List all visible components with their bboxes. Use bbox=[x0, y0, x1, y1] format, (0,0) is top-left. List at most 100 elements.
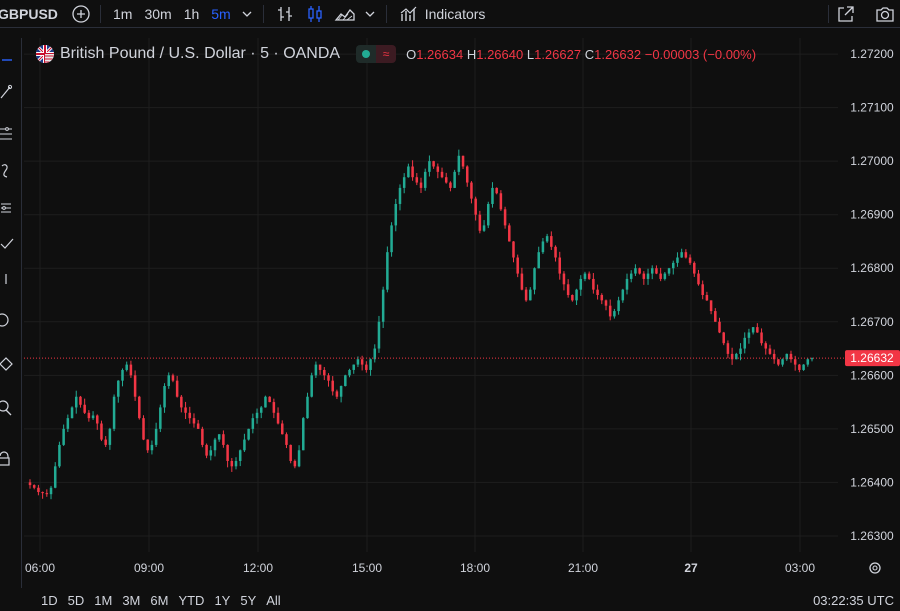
interval-dropdown[interactable] bbox=[237, 0, 257, 28]
price-chart[interactable]: 1.27200 1.27100 1.27000 1.26900 1.26800 1.267… bbox=[0, 0, 900, 590]
time-axis[interactable]: 06:00 09:00 12:00 15:00 18:00 21:00 27 03:00 bbox=[25, 561, 815, 575]
bottom-toolbar: 1D 5D 1M 3M 6M YTD 1Y 5Y All 03:22:35 UT… bbox=[0, 590, 900, 611]
ruler-tool-icon[interactable] bbox=[0, 312, 14, 328]
interval-1h[interactable]: 1h bbox=[183, 5, 200, 22]
chart-type-dropdown[interactable] bbox=[360, 0, 380, 28]
chevron-down-icon bbox=[242, 11, 252, 17]
interval-1m[interactable]: 1m bbox=[113, 5, 133, 22]
time-tick-label: 09:00 bbox=[134, 561, 164, 575]
candle-body bbox=[348, 369, 351, 376]
candle-body bbox=[793, 359, 797, 365]
candle-body bbox=[764, 343, 768, 349]
range-1m[interactable]: 1M bbox=[94, 593, 113, 608]
candle-body bbox=[613, 311, 616, 317]
zoom-tool-icon[interactable] bbox=[0, 400, 14, 416]
candle-body bbox=[70, 407, 74, 419]
candle-body bbox=[205, 444, 208, 456]
candle-body bbox=[32, 485, 36, 488]
range-6m[interactable]: 6M bbox=[150, 593, 169, 608]
candle-body bbox=[121, 369, 124, 381]
range-3m[interactable]: 3M bbox=[122, 593, 141, 608]
lock-tool-icon[interactable] bbox=[0, 450, 14, 466]
candle-body bbox=[331, 380, 334, 392]
indicators-button[interactable]: Indicators bbox=[393, 4, 492, 24]
ohlc-values: O1.26634 H1.26640 L1.26627 C1.26632 −0.0… bbox=[406, 46, 757, 62]
candle-body bbox=[520, 273, 524, 290]
candle-body bbox=[37, 487, 40, 493]
candle-body bbox=[650, 268, 654, 274]
candle-body bbox=[524, 289, 528, 301]
time-tick-label: 18:00 bbox=[460, 561, 490, 575]
candle-body bbox=[318, 364, 322, 370]
indicators-icon bbox=[400, 6, 417, 21]
candles-style-button[interactable] bbox=[300, 0, 330, 28]
candle-body bbox=[41, 492, 44, 494]
candle-body bbox=[83, 404, 86, 413]
candle-body bbox=[512, 241, 515, 258]
text-tool-icon[interactable] bbox=[0, 270, 14, 286]
candle-body bbox=[108, 428, 112, 445]
range-5d[interactable]: 5D bbox=[67, 593, 85, 608]
change-value: −0.00003 (−0.00%) bbox=[644, 46, 757, 62]
price-axis[interactable]: 1.27200 1.27100 1.27000 1.26900 1.26800 1.267… bbox=[850, 47, 894, 543]
candle-body bbox=[184, 407, 187, 413]
candle-body bbox=[117, 380, 120, 397]
candle-body bbox=[142, 418, 145, 440]
candle-body bbox=[381, 289, 385, 322]
time-tick-label: 03:00 bbox=[785, 561, 815, 575]
candle-body bbox=[676, 257, 679, 263]
cursor-tool-icon[interactable] bbox=[0, 52, 14, 68]
fib-tool-icon[interactable] bbox=[0, 126, 14, 142]
toolbar-divider bbox=[828, 4, 829, 23]
candle-body bbox=[154, 428, 158, 445]
candle-body bbox=[659, 273, 662, 279]
candle-body bbox=[159, 407, 162, 429]
toolbar-divider bbox=[262, 4, 264, 23]
area-style-button[interactable] bbox=[330, 0, 360, 28]
candle-body bbox=[276, 412, 280, 424]
symbol-description[interactable]: British Pound / U.S. Dollar · 5 · OANDA bbox=[60, 45, 341, 62]
snapshot-button[interactable] bbox=[872, 0, 898, 28]
range-5y[interactable]: 5Y bbox=[240, 593, 257, 608]
candle-body bbox=[415, 177, 419, 183]
interval-30m[interactable]: 30m bbox=[144, 5, 172, 22]
candles-icon bbox=[308, 5, 322, 22]
prediction-tool-icon[interactable] bbox=[0, 236, 14, 252]
patterns-tool-icon[interactable] bbox=[0, 200, 14, 216]
candle-body bbox=[96, 415, 99, 424]
bars-style-button[interactable] bbox=[270, 0, 300, 28]
magnet-tool-icon[interactable] bbox=[0, 356, 14, 372]
candle-body bbox=[133, 375, 137, 397]
candle-body bbox=[264, 396, 267, 408]
candle-body bbox=[243, 439, 246, 451]
current-price-label: 1.26632 bbox=[845, 350, 900, 367]
candle-body bbox=[491, 187, 494, 204]
market-status-badge[interactable]: ≈ bbox=[356, 45, 397, 63]
candle-body bbox=[444, 177, 448, 183]
candle-body bbox=[440, 171, 444, 178]
fullscreen-button[interactable] bbox=[834, 0, 858, 28]
candle-body bbox=[482, 225, 486, 231]
range-1d[interactable]: 1D bbox=[41, 593, 58, 608]
interval-5m[interactable]: 5m bbox=[211, 5, 231, 22]
candle-body bbox=[470, 182, 473, 199]
price-tick-label: 1.26700 bbox=[850, 315, 894, 329]
range-1y[interactable]: 1Y bbox=[214, 593, 231, 608]
candle-body bbox=[62, 428, 65, 445]
utc-clock[interactable]: 03:22:35 UTC bbox=[813, 593, 894, 608]
camera-icon bbox=[876, 6, 894, 22]
candle-body bbox=[255, 412, 259, 419]
chart-settings-button[interactable] bbox=[869, 562, 881, 574]
trend-line-tool-icon[interactable] bbox=[0, 84, 14, 100]
candle-body bbox=[306, 396, 309, 419]
range-ytd[interactable]: YTD bbox=[178, 593, 205, 608]
candle-body bbox=[646, 273, 650, 279]
candle-body bbox=[629, 273, 633, 279]
candle-body bbox=[314, 364, 318, 376]
symbol-search[interactable]: GBPUSD bbox=[0, 5, 58, 22]
compare-symbol-button[interactable] bbox=[68, 0, 94, 28]
range-all[interactable]: All bbox=[266, 593, 281, 608]
brush-tool-icon[interactable] bbox=[0, 162, 14, 178]
candle-body bbox=[150, 444, 154, 451]
candle-body bbox=[554, 246, 557, 258]
